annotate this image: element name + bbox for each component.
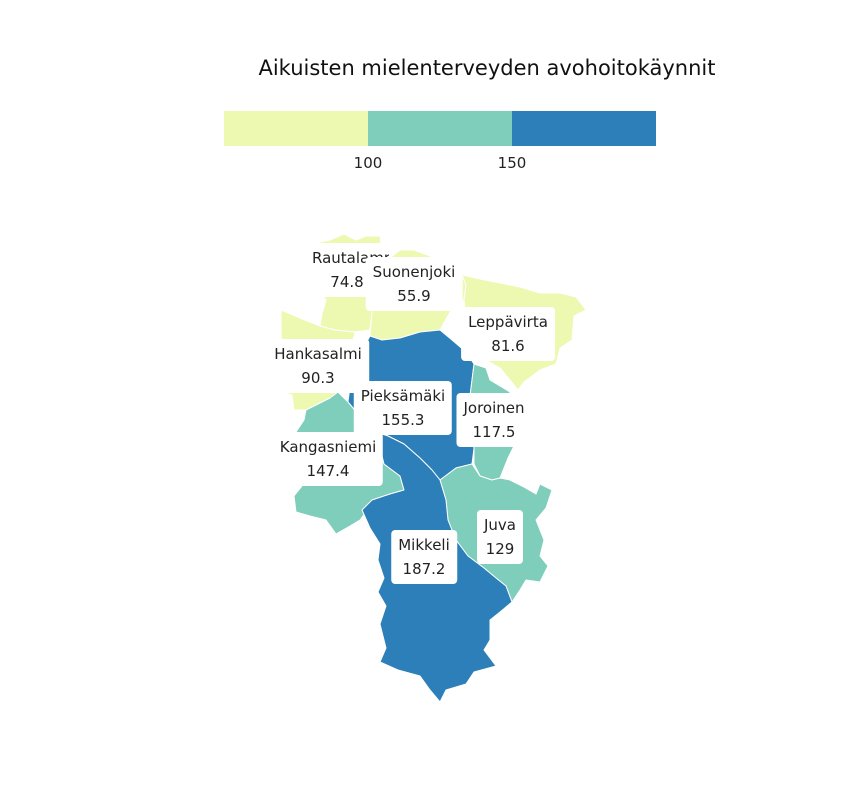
- region-name: Suonenjoki: [372, 263, 456, 281]
- region-value: 147.4: [306, 462, 350, 480]
- region-value: 187.2: [402, 560, 446, 578]
- map-title: Aikuisten mielenterveyden avohoitokäynni…: [258, 56, 716, 80]
- legend-segment-high: [512, 111, 656, 146]
- region-name: Leppävirta: [468, 313, 548, 331]
- region-value: 90.3: [301, 369, 335, 387]
- region-value: 55.9: [397, 287, 431, 305]
- region-label-pieksamaki: Pieksämäki 155.3: [353, 381, 453, 435]
- region-label-mikkeli: Mikkeli 187.2: [391, 530, 457, 584]
- region-name: Juva: [484, 516, 516, 534]
- region-name: Mikkeli: [398, 536, 450, 554]
- region-name: Pieksämäki: [360, 387, 446, 405]
- region-value: 117.5: [472, 423, 516, 441]
- legend-break-100: 100: [353, 154, 383, 172]
- region-label-joroinen: Joroinen 117.5: [456, 393, 532, 447]
- region-name: Kangasniemi: [279, 438, 377, 456]
- region-label-kangasniemi: Kangasniemi 147.4: [272, 432, 384, 486]
- region-label-hankasalmi: Hankasalmi 90.3: [267, 339, 369, 393]
- legend-break-150: 150: [497, 154, 527, 172]
- region-label-leppavirta: Leppävirta 81.6: [461, 307, 555, 361]
- region-value: 129: [485, 540, 515, 558]
- region-name: Joroinen: [463, 399, 525, 417]
- region-name: Hankasalmi: [274, 345, 362, 363]
- region-value: 74.8: [330, 273, 364, 291]
- legend-segment-low: [224, 111, 368, 146]
- legend-segment-mid: [368, 111, 512, 146]
- region-label-suonenjoki: Suonenjoki 55.9: [365, 257, 463, 311]
- region-value: 81.6: [491, 337, 525, 355]
- region-label-juva: Juva 129: [477, 510, 523, 564]
- region-value: 155.3: [381, 411, 425, 429]
- color-legend: [224, 111, 656, 146]
